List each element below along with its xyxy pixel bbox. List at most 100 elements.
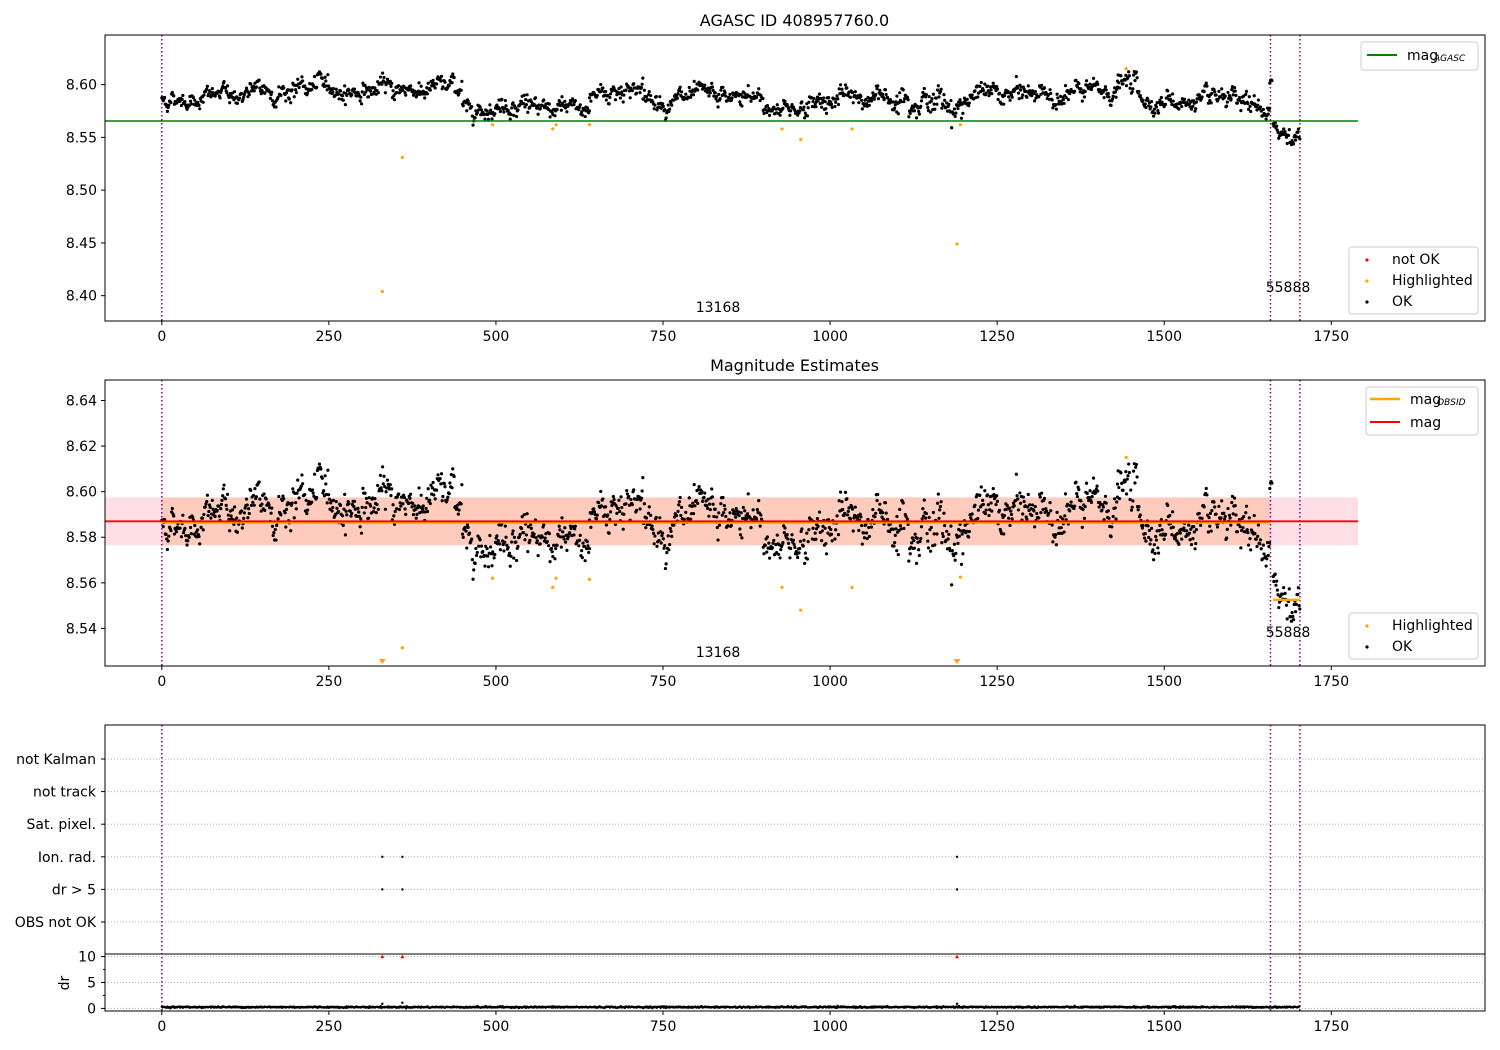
ok-point: [1096, 82, 1100, 86]
ok-point: [498, 548, 503, 552]
ok-point: [275, 523, 279, 528]
ok-point: [613, 98, 618, 102]
ok-point: [380, 465, 385, 469]
ok-point: [1007, 95, 1011, 99]
ok-point: [425, 496, 429, 500]
ok-point: [763, 107, 767, 112]
ok-point: [258, 497, 262, 501]
ok-point: [1017, 97, 1021, 101]
ok-point: [801, 108, 805, 112]
ok-point: [507, 551, 512, 555]
ok-point: [1256, 103, 1260, 107]
ok-point: [1130, 505, 1134, 509]
ok-point: [1202, 505, 1206, 509]
ok-point: [1170, 92, 1175, 96]
ok-point: [1136, 508, 1140, 512]
ok-point: [213, 514, 217, 519]
ok-point: [478, 105, 482, 109]
ok-point: [587, 96, 592, 100]
ok-point: [447, 491, 451, 496]
ok-point: [398, 501, 402, 505]
ok-point: [257, 78, 261, 82]
ok-point: [1253, 102, 1257, 106]
ok-point: [1109, 535, 1113, 539]
ok-point: [438, 477, 442, 481]
x-tick-label: 1250: [979, 329, 1015, 345]
ok-point: [419, 493, 423, 497]
ok-point: [183, 526, 187, 530]
ok-point: [853, 505, 857, 509]
ok-point: [895, 514, 899, 519]
ok-point: [802, 105, 806, 109]
y-tick-label: 8.60: [66, 78, 97, 94]
ok-point: [1059, 526, 1063, 530]
ok-point: [555, 107, 559, 112]
ok-point: [740, 104, 744, 108]
ok-point: [785, 533, 789, 537]
ok-point: [670, 103, 674, 107]
ok-point: [167, 534, 171, 538]
ok-point: [655, 544, 659, 548]
ok-point: [1081, 507, 1085, 512]
ok-point: [279, 513, 283, 517]
ok-point: [990, 92, 994, 96]
ok-point: [402, 495, 406, 499]
ok-point: [995, 499, 1000, 503]
legend-mag-obsid-label: mag: [1410, 392, 1441, 408]
ok-point: [210, 498, 214, 502]
ok-point: [450, 486, 454, 490]
ok-point: [936, 492, 940, 496]
ok-point: [910, 541, 914, 545]
ok-point: [367, 496, 371, 500]
ok-point: [710, 81, 714, 85]
ok-point: [378, 75, 383, 79]
ok-point: [1200, 95, 1204, 99]
ok-point: [247, 93, 251, 97]
ok-point: [237, 96, 242, 100]
ok-point: [1080, 99, 1084, 103]
ok-point: [973, 89, 977, 93]
ok-point: [638, 507, 642, 511]
ok-point: [174, 530, 179, 534]
ok-point: [749, 526, 753, 530]
ok-point: [772, 105, 776, 109]
ok-point: [670, 534, 674, 538]
ok-point: [1054, 102, 1058, 107]
ok-point: [816, 524, 820, 528]
ok-point: [989, 501, 993, 505]
ok-point: [1274, 583, 1278, 587]
ok-point: [658, 516, 662, 520]
ok-point: [269, 511, 273, 515]
ok-point: [403, 91, 407, 95]
ok-point: [502, 549, 506, 553]
ok-point: [1140, 526, 1145, 530]
ok-point: [1159, 517, 1163, 522]
ok-point: [885, 95, 890, 100]
ok-point: [224, 503, 228, 507]
ok-point: [477, 108, 481, 112]
ok-point: [893, 541, 897, 545]
ok-point: [745, 512, 750, 516]
ok-point: [727, 96, 731, 100]
ok-point: [838, 83, 843, 87]
ok-point: [365, 88, 369, 92]
ok-point: [1170, 510, 1175, 514]
ok-point: [995, 84, 999, 89]
ok-point: [857, 100, 861, 105]
ok-point: [467, 531, 472, 535]
ok-point: [195, 528, 200, 532]
ok-point: [1206, 101, 1210, 105]
ok-point: [987, 513, 991, 518]
highlighted-point: [380, 289, 384, 294]
ok-point: [580, 113, 584, 117]
ok-point: [1246, 543, 1251, 547]
ok-point: [929, 99, 933, 103]
ok-point: [1090, 495, 1094, 499]
ok-point: [679, 90, 684, 94]
ok-point: [586, 544, 590, 548]
ok-point: [559, 108, 563, 112]
ok-point: [669, 529, 673, 533]
ok-point: [483, 117, 487, 121]
ok-point: [1088, 489, 1092, 493]
ok-point: [640, 82, 644, 86]
